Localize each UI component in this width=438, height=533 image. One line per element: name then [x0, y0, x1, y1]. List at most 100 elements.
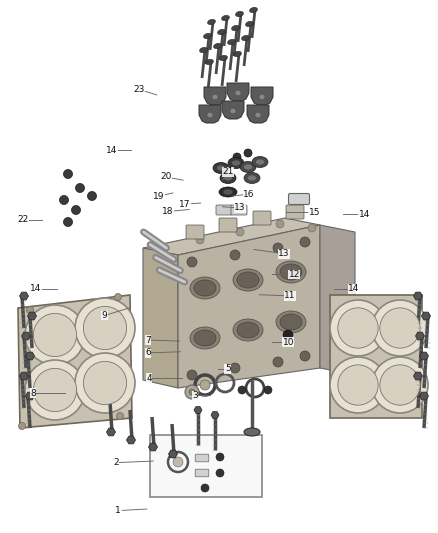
- Circle shape: [33, 313, 77, 357]
- FancyBboxPatch shape: [186, 225, 204, 239]
- Ellipse shape: [233, 51, 241, 56]
- Circle shape: [83, 306, 127, 350]
- Ellipse shape: [228, 39, 235, 45]
- Polygon shape: [420, 392, 428, 400]
- Ellipse shape: [212, 94, 218, 100]
- Ellipse shape: [194, 280, 216, 296]
- Ellipse shape: [233, 269, 263, 291]
- Ellipse shape: [255, 159, 265, 165]
- Text: 1: 1: [115, 506, 121, 515]
- Text: 9: 9: [101, 311, 107, 320]
- Circle shape: [64, 169, 73, 179]
- FancyBboxPatch shape: [253, 211, 271, 225]
- Circle shape: [330, 300, 386, 356]
- Polygon shape: [21, 332, 31, 340]
- Circle shape: [60, 196, 68, 205]
- Text: 10: 10: [283, 338, 294, 346]
- Ellipse shape: [280, 314, 302, 330]
- Polygon shape: [194, 407, 202, 414]
- Polygon shape: [227, 83, 249, 101]
- Polygon shape: [416, 332, 424, 340]
- Circle shape: [273, 357, 283, 367]
- Ellipse shape: [237, 322, 259, 338]
- Circle shape: [236, 228, 244, 236]
- Text: 17: 17: [179, 200, 191, 208]
- Circle shape: [216, 469, 224, 477]
- Circle shape: [200, 380, 210, 390]
- Circle shape: [308, 224, 316, 232]
- Circle shape: [27, 306, 33, 313]
- Ellipse shape: [242, 35, 249, 41]
- Polygon shape: [25, 392, 35, 400]
- Polygon shape: [413, 292, 423, 300]
- Ellipse shape: [259, 94, 265, 100]
- Text: 12: 12: [289, 270, 300, 279]
- Ellipse shape: [250, 7, 258, 13]
- Ellipse shape: [276, 311, 306, 333]
- Polygon shape: [143, 218, 320, 255]
- Ellipse shape: [190, 277, 220, 299]
- Circle shape: [25, 305, 85, 365]
- Ellipse shape: [205, 59, 213, 64]
- Polygon shape: [199, 105, 221, 123]
- Ellipse shape: [244, 173, 260, 183]
- Circle shape: [372, 357, 428, 413]
- Circle shape: [230, 250, 240, 260]
- Ellipse shape: [280, 264, 302, 280]
- Polygon shape: [251, 87, 273, 105]
- Ellipse shape: [255, 112, 261, 117]
- Circle shape: [18, 423, 25, 430]
- Text: 14: 14: [30, 285, 42, 293]
- Polygon shape: [127, 436, 135, 444]
- Ellipse shape: [218, 29, 226, 35]
- Text: 19: 19: [153, 192, 164, 200]
- Ellipse shape: [235, 91, 241, 95]
- Ellipse shape: [213, 163, 229, 174]
- FancyBboxPatch shape: [150, 435, 262, 497]
- Circle shape: [380, 308, 420, 348]
- Circle shape: [75, 353, 135, 413]
- Circle shape: [196, 236, 204, 244]
- Polygon shape: [204, 87, 226, 105]
- Polygon shape: [28, 312, 36, 320]
- Ellipse shape: [219, 187, 237, 197]
- Circle shape: [372, 300, 428, 356]
- Text: 20: 20: [160, 173, 171, 181]
- Ellipse shape: [237, 272, 259, 288]
- Circle shape: [244, 149, 252, 157]
- Ellipse shape: [223, 175, 233, 181]
- Polygon shape: [20, 372, 28, 380]
- Polygon shape: [413, 372, 423, 380]
- Circle shape: [300, 237, 310, 247]
- Circle shape: [83, 361, 127, 405]
- Ellipse shape: [223, 189, 233, 195]
- Ellipse shape: [222, 15, 230, 21]
- Text: 3: 3: [192, 391, 198, 400]
- Circle shape: [216, 453, 224, 461]
- Polygon shape: [211, 411, 219, 418]
- Circle shape: [283, 330, 293, 340]
- Text: 13: 13: [278, 249, 290, 258]
- Ellipse shape: [216, 165, 226, 171]
- Ellipse shape: [246, 21, 254, 27]
- Ellipse shape: [208, 19, 215, 25]
- FancyBboxPatch shape: [216, 205, 232, 215]
- Polygon shape: [18, 295, 132, 428]
- Text: 14: 14: [106, 146, 117, 155]
- Polygon shape: [421, 312, 431, 320]
- FancyBboxPatch shape: [231, 205, 247, 215]
- Text: 21: 21: [222, 167, 233, 176]
- Circle shape: [189, 389, 195, 395]
- Polygon shape: [106, 428, 116, 436]
- Ellipse shape: [214, 43, 222, 49]
- Circle shape: [75, 183, 85, 192]
- Text: 23: 23: [134, 85, 145, 94]
- Ellipse shape: [194, 330, 216, 346]
- Text: 16: 16: [243, 190, 254, 198]
- Circle shape: [75, 298, 135, 358]
- FancyBboxPatch shape: [219, 218, 237, 232]
- FancyBboxPatch shape: [195, 469, 209, 477]
- Circle shape: [33, 368, 77, 411]
- Ellipse shape: [204, 34, 212, 38]
- Ellipse shape: [276, 261, 306, 283]
